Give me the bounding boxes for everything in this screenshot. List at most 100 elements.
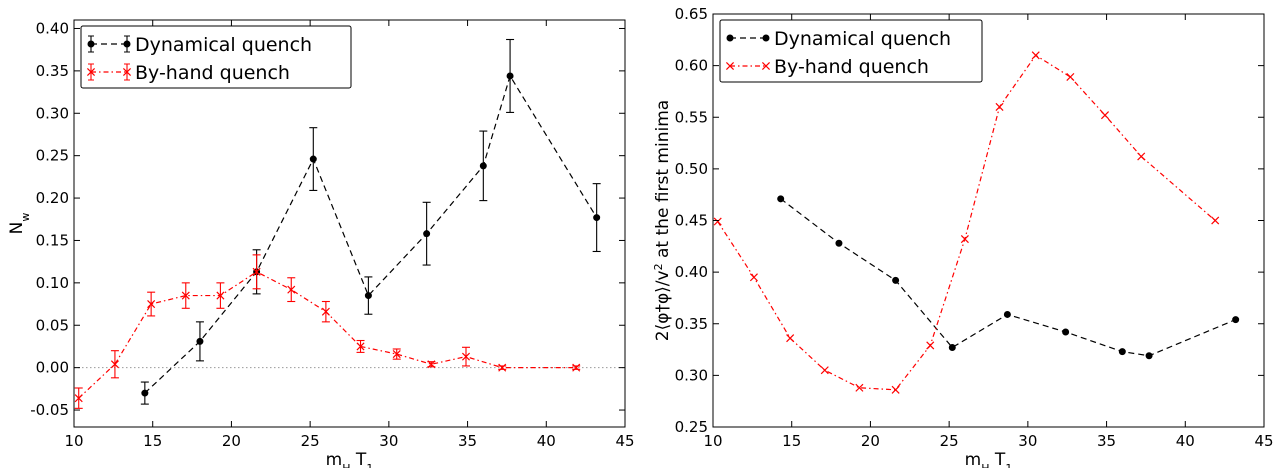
data-point <box>786 334 795 343</box>
data-point <box>141 389 149 397</box>
series-by-hand <box>713 51 1220 394</box>
y-tick-label: 0.20 <box>36 189 69 207</box>
x-tick-label: 30 <box>1018 432 1037 450</box>
series-line <box>78 271 577 399</box>
x-tick-label: 45 <box>615 432 634 450</box>
legend: Dynamical quench By-hand quench <box>80 25 352 89</box>
data-point <box>110 360 119 369</box>
legend-marker <box>726 34 734 42</box>
data-point <box>479 162 487 170</box>
x-axis-label-part: m <box>326 450 343 468</box>
data-point <box>1100 111 1110 120</box>
legend-marker <box>762 34 770 42</box>
legend-box <box>719 19 983 83</box>
x-tick-label: 40 <box>1176 432 1195 450</box>
x-tick-label: 25 <box>301 432 320 450</box>
x-tick-label: 25 <box>940 432 959 450</box>
x-axis-label-part: H <box>342 462 350 468</box>
data-point <box>196 337 204 345</box>
y-tick-label: 0.25 <box>675 418 708 436</box>
y-tick-label: 0.30 <box>675 366 708 384</box>
data-point <box>1137 152 1146 161</box>
data-point <box>948 343 956 351</box>
x-tick-label: 20 <box>222 432 241 450</box>
data-point <box>572 363 581 372</box>
legend-label: By-hand quench <box>135 62 290 84</box>
data-point <box>321 307 330 316</box>
x-tick-label: 30 <box>379 432 398 450</box>
data-point <box>926 341 935 350</box>
x-axis-label: mH T1 <box>326 450 374 468</box>
y-tick-label: 0.15 <box>36 231 69 249</box>
subplot-right: 10 15 20 25 30 35 40 45 0.25 0.30 0.35 0.40 0.45 0.50… <box>652 5 1274 468</box>
data-point <box>713 217 722 226</box>
data-point <box>835 239 843 247</box>
data-point <box>1145 352 1153 360</box>
x-tick-label: 35 <box>1097 432 1116 450</box>
data-point <box>892 276 900 284</box>
y-tick-label: 0.40 <box>675 263 708 281</box>
data-point <box>216 291 225 300</box>
data-point <box>287 285 296 294</box>
data-point <box>1031 51 1040 60</box>
legend-label: Dynamical quench <box>774 28 951 50</box>
legend-marker <box>86 67 96 77</box>
subplot-left: 10 15 20 25 30 35 40 45 -0.05 0.00 0.05 0.10 0.15 0.2… <box>7 19 635 468</box>
data-point <box>593 214 601 222</box>
data-point <box>777 195 785 203</box>
x-axis-label-part: T <box>994 450 1006 468</box>
x-axis-label-part: 1 <box>1005 462 1012 468</box>
legend-label: Dynamical quench <box>135 34 312 56</box>
data-point <box>427 360 436 369</box>
y-tick-label: 0.05 <box>36 316 69 334</box>
y-tick-label: 0.30 <box>36 104 69 122</box>
legend-marker <box>122 67 132 77</box>
data-point <box>309 155 317 163</box>
y-tick-label: 0.25 <box>36 147 69 165</box>
data-point <box>995 102 1004 111</box>
series-dynamical <box>777 195 1240 360</box>
x-axis-label-part: 1 <box>366 462 373 468</box>
legend-marker <box>725 61 735 71</box>
x-tick-label: 35 <box>458 432 477 450</box>
y-axis-label-part: w <box>19 213 32 222</box>
y-tick-label: 0.35 <box>36 62 69 80</box>
y-tick-label: -0.05 <box>30 401 69 419</box>
y-tick-label: 0.40 <box>36 19 69 37</box>
data-point <box>147 300 156 309</box>
y-tick-label: 0.35 <box>675 315 708 333</box>
data-point <box>1003 310 1011 318</box>
plot-frame <box>73 19 626 428</box>
series-by-hand <box>74 254 581 409</box>
data-point <box>252 267 261 276</box>
data-point <box>461 352 471 361</box>
legend-marker <box>87 40 95 48</box>
y-axis-label: Nw <box>7 213 32 235</box>
y-axis-label-part: at the first minima <box>653 100 673 264</box>
legend-box <box>80 25 352 89</box>
series-line <box>144 74 598 394</box>
y-tick-label: 0.00 <box>36 359 69 377</box>
y-tick-label: 0.45 <box>675 212 708 230</box>
x-tick-label: 10 <box>703 432 722 450</box>
data-point <box>1118 348 1126 356</box>
data-point <box>392 350 401 359</box>
data-point <box>74 394 83 403</box>
data-point <box>356 342 365 351</box>
x-tick-label: 40 <box>537 432 556 450</box>
y-axis-label-part: 2 <box>652 263 665 270</box>
x-axis-label: mH T1 <box>965 450 1013 468</box>
data-point <box>855 383 864 392</box>
x-tick-label: 15 <box>782 432 801 450</box>
x-axis-label-part: H <box>981 462 989 468</box>
legend: Dynamical quench By-hand quench <box>719 19 983 83</box>
data-point <box>423 230 431 238</box>
series-dynamical <box>140 38 601 405</box>
data-point <box>506 72 514 80</box>
x-tick-label: 45 <box>1254 432 1273 450</box>
data-point <box>1062 328 1070 336</box>
data-point <box>960 235 969 244</box>
y-axis-label: 2⟨φ†φ⟩/v2 at the first minima <box>652 100 674 341</box>
y-axis-label-part: N <box>7 222 27 235</box>
